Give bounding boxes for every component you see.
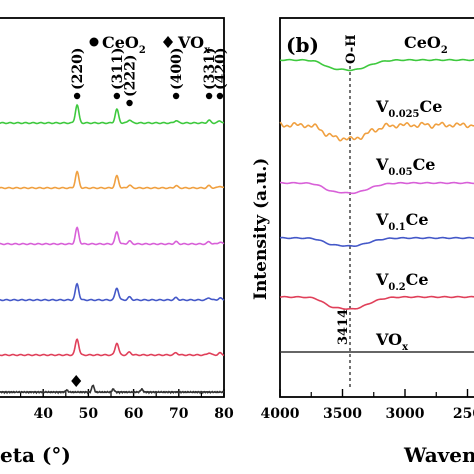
x-tick-label: 3000 [386,406,425,422]
series-label: V0.1Ce [375,210,429,233]
peak-dot-marker [126,99,133,107]
legend-diamond-marker [163,36,173,48]
panel-b-x-axis-label: Waven [403,443,474,467]
peak-hkl-label: (311) [110,48,126,90]
legend-circle-marker [89,37,99,47]
x-tick-label: 250 [453,406,474,422]
panel-a-series [0,103,225,395]
vox-diamond-marker [71,375,82,387]
panel-a-x-axis-label: eta (°) [0,443,71,467]
peak-hkl-label: (400) [169,48,185,90]
series-line [279,121,474,142]
x-tick-label: 40 [33,406,53,422]
series-line [279,58,474,72]
legend-label: VOx [177,33,210,56]
panel-b-reference-line: O-H 3414 [336,35,359,388]
x-tick-label: 4000 [261,406,300,422]
series-line [0,384,225,395]
peak-annotation-3414: 3414 [336,309,351,345]
peak-hkl-label: (420) [213,48,229,90]
peak-hkl-label: (222) [123,55,139,97]
panel-b-label: (b) [286,33,319,57]
series-line [0,170,225,190]
series-label: V0.025Ce [375,97,442,120]
series-line [0,282,225,302]
legend-label: CeO2 [102,33,146,56]
peak-hkl-label: (220) [70,48,86,90]
series-line [0,103,225,125]
panel-b-y-axis-label: Intensity (a.u.) [251,158,271,300]
series-line [279,295,474,310]
x-tick-label: 3500 [323,406,362,422]
peak-dot-marker [113,92,121,100]
peak-hkl-label: (331) [202,48,218,90]
panel-b-x-ticks: 4000 3500 3000 250 [261,389,474,422]
peak-dot-marker [172,92,180,100]
peak-dot-marker [216,92,224,100]
series-label: V0.2Ce [375,270,429,293]
series-line [279,236,474,247]
x-tick-label: 60 [124,406,144,422]
series-label: VOx [375,330,408,353]
panel-b-frame [279,17,474,398]
peak-dot-marker [205,92,213,100]
panel-a-x-ticks: 40 50 60 70 80 [20,389,234,422]
panel-a-peak-labels: (220) (311)(222) (400) (331)(420) [70,48,229,387]
x-tick-label: 80 [214,406,234,422]
panel-b-series [279,58,474,353]
peak-dot-marker [73,92,81,100]
x-tick-label: 70 [169,406,189,422]
series-line [279,181,474,195]
series-line [0,338,225,357]
panel-a-legend: CeO2 VOx [89,33,210,56]
x-tick-label: 50 [79,406,99,422]
panel-b-series-labels: CeO2 V0.025Ce V0.05Ce V0.1Ce V0.2Ce VOx [375,33,448,353]
series-line [0,226,225,246]
series-label: V0.05Ce [375,155,435,178]
oh-label: O-H [344,35,359,64]
series-label: CeO2 [404,33,448,56]
